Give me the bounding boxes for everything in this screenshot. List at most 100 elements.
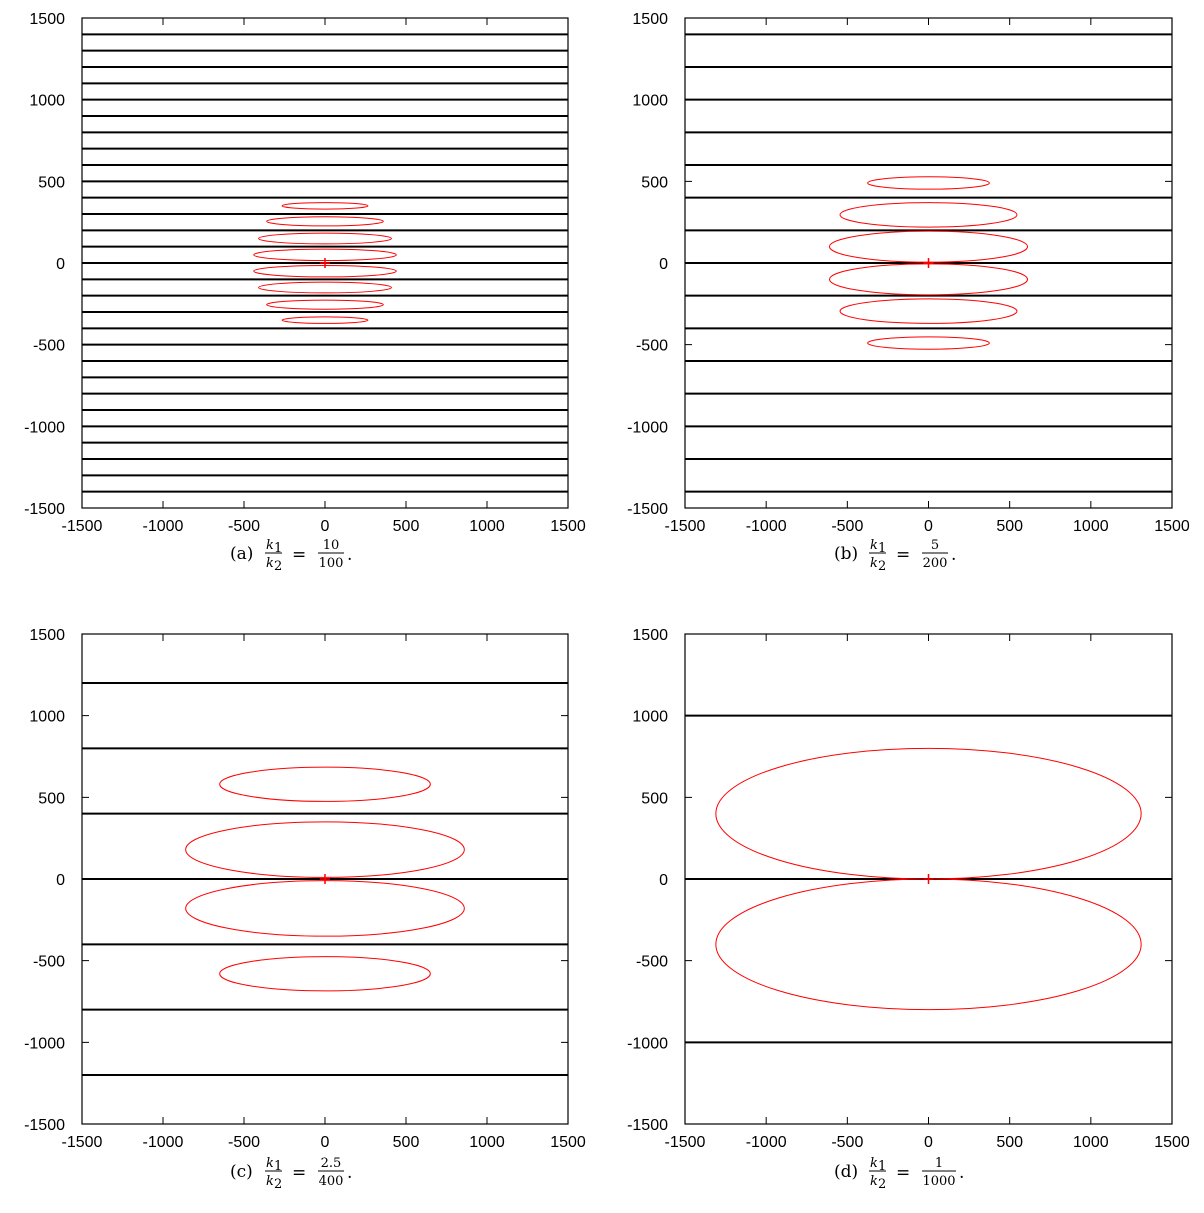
y-tick-label-c-2: -500 xyxy=(33,954,65,971)
panel-a: -1500 -1000 -500 0 500 1000 1500-1500-1000-500… xyxy=(24,11,586,574)
y-tick-label-c-6: 1500 xyxy=(29,627,65,644)
x-tick-label-d-3: 0 xyxy=(924,1134,933,1151)
caption-label-d: (d) xyxy=(834,1162,858,1182)
caption-period: . xyxy=(951,545,956,565)
y-tick-label-d-0: -1500 xyxy=(627,1117,668,1134)
ellipse-b-0 xyxy=(867,176,990,190)
x-tick-label-c-4: 500 xyxy=(393,1134,420,1151)
x-tick-label-d-4: 500 xyxy=(996,1134,1023,1151)
y-tick-label-c-0: -1500 xyxy=(24,1117,65,1134)
x-tick-label-c-2: -500 xyxy=(228,1134,260,1151)
caption-period: . xyxy=(959,1163,964,1183)
caption-k1-sub: 1 xyxy=(878,541,886,556)
x-tick-label-b-4: 500 xyxy=(996,518,1023,535)
x-tick-label-b-2: -500 xyxy=(831,518,863,535)
y-tick-label-d-4: 500 xyxy=(641,790,668,807)
ellipse-c-3 xyxy=(219,956,431,992)
x-tick-label-b-0: -1500 xyxy=(665,518,706,535)
caption-k1: k xyxy=(266,538,274,553)
y-tick-label-d-5: 1000 xyxy=(632,709,668,726)
x-tick-label-a-2: -500 xyxy=(228,518,260,535)
x-tick-label-b-5: 1000 xyxy=(1073,518,1109,535)
ellipse-d-1 xyxy=(715,878,1142,1011)
panel-d: -1500 -1000 -500 0 500 1000 1500-1500-1000-500… xyxy=(627,627,1190,1192)
caption-rhs-num: 10 xyxy=(323,538,340,553)
caption-equals: = xyxy=(292,545,306,565)
caption-label-c: (c) xyxy=(230,1162,253,1182)
caption-c: (c) k 1k 2 = 2.5 400. xyxy=(230,1156,352,1192)
ellipse-c-0 xyxy=(219,766,431,802)
y-tick-label-d-2: -500 xyxy=(636,954,668,971)
caption-label-b: (b) xyxy=(834,544,858,564)
ellipse-b-3 xyxy=(828,263,1029,296)
y-tick-label-d-1: -1000 xyxy=(627,1035,668,1052)
caption-k1: k xyxy=(870,1156,878,1171)
x-tick-label-d-5: 1000 xyxy=(1073,1134,1109,1151)
caption-equals: = xyxy=(292,1163,306,1183)
caption-rhs-num: 5 xyxy=(931,538,939,553)
caption-rhs-den: 100 xyxy=(319,556,344,571)
x-tick-label-b-1: -1000 xyxy=(746,518,787,535)
caption-k2-sub: 2 xyxy=(878,1177,886,1192)
y-tick-label-a-1: -1000 xyxy=(24,419,65,436)
y-tick-label-d-3: 0 xyxy=(659,872,668,889)
y-tick-label-c-4: 500 xyxy=(38,790,65,807)
caption-rhs-num: 2.5 xyxy=(321,1156,342,1171)
y-tick-label-c-1: -1000 xyxy=(24,1035,65,1052)
ellipse-a-6 xyxy=(266,299,384,310)
caption-label-a: (a) xyxy=(230,544,253,564)
x-tick-label-b-3: 0 xyxy=(924,518,933,535)
caption-k1: k xyxy=(870,538,878,553)
x-tick-label-a-1: -1000 xyxy=(143,518,184,535)
y-tick-label-c-5: 1000 xyxy=(29,709,65,726)
ellipse-b-1 xyxy=(839,202,1018,228)
ellipse-a-2 xyxy=(258,232,392,245)
y-tick-label-b-5: 1000 xyxy=(632,93,668,110)
x-tick-label-a-3: 0 xyxy=(321,518,330,535)
caption-rhs-den: 200 xyxy=(923,556,948,571)
ellipse-a-5 xyxy=(258,281,392,294)
x-tick-label-c-0: -1500 xyxy=(62,1134,103,1151)
x-tick-label-d-6: 1500 xyxy=(1154,1134,1190,1151)
caption-rhs-num: 1 xyxy=(935,1156,943,1171)
ellipse-a-0 xyxy=(281,202,369,210)
x-tick-label-b-6: 1500 xyxy=(1154,518,1190,535)
source-marker-b xyxy=(923,258,934,268)
x-tick-label-c-3: 0 xyxy=(321,1134,330,1151)
caption-k2: k xyxy=(870,556,878,571)
x-tick-label-c-6: 1500 xyxy=(550,1134,586,1151)
caption-k1-sub: 1 xyxy=(878,1159,886,1174)
x-tick-label-d-0: -1500 xyxy=(665,1134,706,1151)
source-marker-d xyxy=(923,874,934,884)
caption-rhs-den: 1000 xyxy=(922,1174,955,1189)
y-tick-label-a-3: 0 xyxy=(56,256,65,273)
y-tick-label-b-1: -1000 xyxy=(627,419,668,436)
x-tick-label-a-5: 1000 xyxy=(469,518,505,535)
y-tick-label-c-3: 0 xyxy=(56,872,65,889)
y-tick-label-b-2: -500 xyxy=(636,338,668,355)
caption-k2-sub: 2 xyxy=(274,1177,282,1192)
x-tick-label-d-2: -500 xyxy=(831,1134,863,1151)
source-marker-a xyxy=(320,258,330,268)
caption-rhs-den: 400 xyxy=(319,1174,344,1189)
x-tick-label-c-5: 1000 xyxy=(469,1134,505,1151)
ellipse-b-2 xyxy=(828,230,1029,263)
y-tick-label-a-4: 500 xyxy=(38,174,65,191)
y-tick-label-a-0: -1500 xyxy=(24,501,65,518)
caption-k2-sub: 2 xyxy=(274,559,282,574)
y-tick-label-a-5: 1000 xyxy=(29,93,65,110)
caption-period: . xyxy=(347,545,352,565)
caption-k2: k xyxy=(870,1174,878,1189)
x-tick-label-a-4: 500 xyxy=(393,518,420,535)
ellipse-d-0 xyxy=(715,747,1142,880)
y-tick-label-b-3: 0 xyxy=(659,256,668,273)
x-tick-label-a-0: -1500 xyxy=(62,518,103,535)
y-tick-label-b-0: -1500 xyxy=(627,501,668,518)
caption-k1-sub: 1 xyxy=(274,1159,282,1174)
caption-k2: k xyxy=(266,1174,274,1189)
y-tick-label-a-2: -500 xyxy=(33,338,65,355)
caption-equals: = xyxy=(896,1163,910,1183)
panel-c: -1500 -1000 -500 0 500 1000 1500-1500-1000-500… xyxy=(24,627,586,1192)
